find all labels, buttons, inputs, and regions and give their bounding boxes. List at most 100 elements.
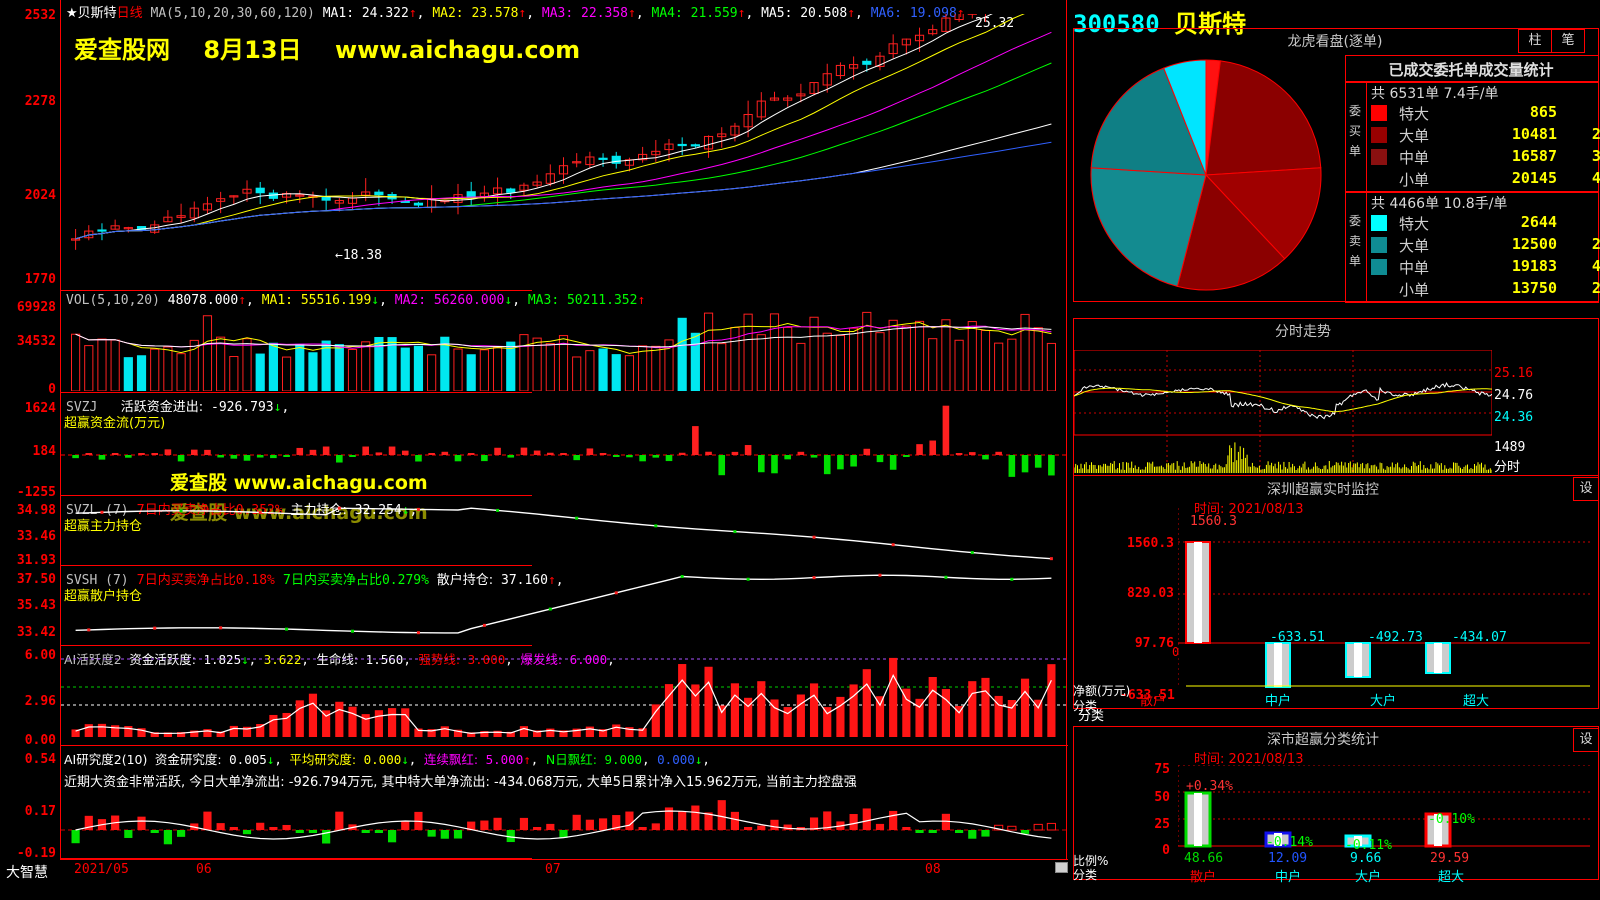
watermark-date: 8月13日 bbox=[203, 36, 302, 64]
ai-yanjiu-f1-value: 0.005 bbox=[229, 752, 267, 767]
panel-separator bbox=[60, 290, 532, 291]
low-price-tag-label: ←18.38 bbox=[335, 248, 382, 263]
svzl-chart[interactable] bbox=[61, 497, 1066, 564]
sell-summary-label: 共 4466单 10.8手/单 bbox=[1371, 196, 1508, 212]
svzj-code-label: SVZJ bbox=[66, 400, 98, 415]
svzj-label: 活跃资金进出: bbox=[120, 400, 204, 415]
realtime-setting-button[interactable]: 设 bbox=[1573, 477, 1599, 501]
classify-axis-1: 50 bbox=[1154, 790, 1170, 805]
realtime-cat-3: 超大 bbox=[1463, 694, 1490, 709]
classify-ylabel-line2: 分类 bbox=[1073, 868, 1098, 882]
vol-ma3-label: MA3: bbox=[527, 293, 560, 308]
realtime-time-value: 2021/08/13 bbox=[1228, 502, 1304, 517]
ma2-value: 23.578 bbox=[471, 6, 519, 21]
realtime-cat-0: 散户 bbox=[1140, 694, 1167, 709]
watermark-main: 爱查股网 8月13日 www.aichagu.com bbox=[74, 30, 580, 65]
realtime-cat-1: 中户 bbox=[1265, 694, 1292, 709]
buy-row-value: 20145 bbox=[1511, 169, 1557, 187]
sell-row-pct: 29% bbox=[1591, 279, 1600, 297]
classify-value-2: 9.66 bbox=[1350, 851, 1382, 866]
scroll-thumb-icon[interactable] bbox=[1055, 862, 1068, 873]
tab-zhu-button[interactable]: 柱 bbox=[1518, 29, 1552, 53]
buy-row-pct: 42% bbox=[1591, 169, 1600, 187]
ma3-arrow: ↑ bbox=[628, 6, 636, 21]
svzl-axis-label: 34.98 bbox=[16, 503, 56, 518]
sell-row-3: 小单 13750 29% bbox=[1371, 279, 1600, 300]
ai-yanjiu-f2-value: 0.000 bbox=[363, 752, 402, 767]
classify-value-1: 12.09 bbox=[1268, 851, 1308, 866]
svzl-ratio-value: 0.352% bbox=[235, 503, 283, 518]
buy-row-name: 小单 bbox=[1399, 171, 1430, 189]
svsh-comma: , bbox=[555, 573, 564, 588]
ai-yanjiu-f2-label: 平均研究度: bbox=[289, 752, 357, 767]
price-axis-label: 1770 bbox=[24, 272, 56, 287]
vol-value: 48078.000 bbox=[167, 293, 239, 308]
ma6-label: MA6: bbox=[870, 6, 902, 21]
ai-yanjiu-panel-header: AI研究度2(10) 资金研究度: 0.005↓, 平均研究度: 0.000↓,… bbox=[64, 752, 710, 767]
panel-separator bbox=[60, 858, 532, 859]
panel-separator bbox=[60, 645, 532, 646]
period-label[interactable]: 日线 bbox=[116, 6, 143, 21]
svsh-chart[interactable] bbox=[61, 567, 1066, 644]
buy-row-pct: 2% bbox=[1557, 103, 1600, 121]
classify-axis-0: 75 bbox=[1154, 762, 1170, 777]
tab-bi-button[interactable]: 笔 bbox=[1551, 29, 1585, 53]
ai-huoyue-chart[interactable] bbox=[61, 647, 1066, 744]
stats-title-label: 已成交委托单成交量统计 bbox=[1388, 61, 1554, 79]
svzj-axis-label: -1255 bbox=[16, 485, 56, 500]
ma1-label: MA1: bbox=[322, 6, 355, 21]
sell-row-1: 大单 12500 26% bbox=[1371, 235, 1600, 256]
buy-row-name: 特大 bbox=[1399, 105, 1430, 123]
fenshi-axis-low: 24.36 bbox=[1494, 410, 1534, 425]
ma5-arrow: ↑ bbox=[847, 6, 856, 21]
order-pie-chart[interactable] bbox=[1078, 55, 1338, 295]
ai-huoyue-f1-label: 资金活跃度: bbox=[129, 652, 196, 667]
kline-chart[interactable] bbox=[61, 14, 1066, 289]
aihuoyue-axis-label: 0.00 bbox=[24, 733, 56, 748]
classify-value-3: 29.59 bbox=[1430, 851, 1470, 866]
fenshi-chart[interactable] bbox=[1074, 350, 1492, 473]
svzj-chart[interactable] bbox=[61, 394, 1066, 493]
classify-chart[interactable] bbox=[1178, 765, 1590, 855]
classify-title: 深市超赢分类统计 bbox=[1267, 732, 1379, 748]
svsh-subtitle: 超赢散户持仓 bbox=[64, 589, 143, 604]
sell-row-name: 特大 bbox=[1399, 215, 1430, 233]
classify-section bbox=[1073, 726, 1599, 880]
price-axis-label: 2278 bbox=[24, 94, 56, 109]
ai-yanjiu-f5-value: 0.000 bbox=[657, 752, 695, 767]
realtime-axis-zero: 0 bbox=[1172, 645, 1180, 659]
svsh-ratio-label-green: 7日内买卖净占比 bbox=[282, 573, 382, 588]
ai-yanjiu-f5-arrow: ↓ bbox=[694, 752, 703, 767]
fenshi-axis-high: 25.16 bbox=[1494, 366, 1534, 381]
buy-color-swatch bbox=[1371, 149, 1387, 165]
ma4-arrow: ↑ bbox=[737, 6, 746, 21]
realtime-ylabel-line2: 分类 bbox=[1073, 699, 1098, 713]
classify-setting-button[interactable]: 设 bbox=[1573, 728, 1599, 752]
sell-row-name: 大单 bbox=[1399, 237, 1430, 255]
svzj-value: -926.793 bbox=[211, 400, 274, 415]
buy-summary-label: 共 6531单 7.4手/单 bbox=[1371, 86, 1499, 102]
ai-huoyue-f2-value: 3.622 bbox=[263, 652, 302, 667]
ai-huoyue-f1-arrow: ↓ bbox=[241, 652, 249, 667]
panel-separator bbox=[60, 565, 532, 566]
realtime-value-1: -633.51 bbox=[1270, 630, 1325, 645]
buy-row-pct: 35% bbox=[1591, 147, 1600, 165]
realtime-value-2: -492.73 bbox=[1368, 630, 1423, 645]
realtime-axis-3: -633.51 bbox=[1120, 688, 1175, 703]
classify-cat-3: 超大 bbox=[1438, 870, 1465, 885]
panel-separator bbox=[60, 392, 532, 393]
classify-pct-2: -0.11% bbox=[1345, 838, 1392, 853]
fenshi-axis-mid: 24.76 bbox=[1494, 388, 1534, 403]
ai-yanjiu-chart[interactable] bbox=[61, 790, 1066, 857]
buy-side-divider bbox=[1366, 81, 1367, 191]
chart-left-border bbox=[60, 0, 61, 860]
realtime-chart[interactable] bbox=[1178, 508, 1590, 698]
sell-row-name: 小单 bbox=[1399, 281, 1430, 299]
software-name-label: 大智慧 bbox=[6, 865, 48, 881]
realtime-section bbox=[1073, 475, 1599, 709]
sell-row-value: 12500 bbox=[1511, 235, 1557, 253]
volume-chart[interactable] bbox=[61, 308, 1066, 391]
svzl-arrow: ↓ bbox=[401, 503, 410, 518]
watermark-url: www.aichagu.com bbox=[334, 36, 581, 64]
buy-row-2: 中单 16587 35% bbox=[1371, 147, 1600, 168]
